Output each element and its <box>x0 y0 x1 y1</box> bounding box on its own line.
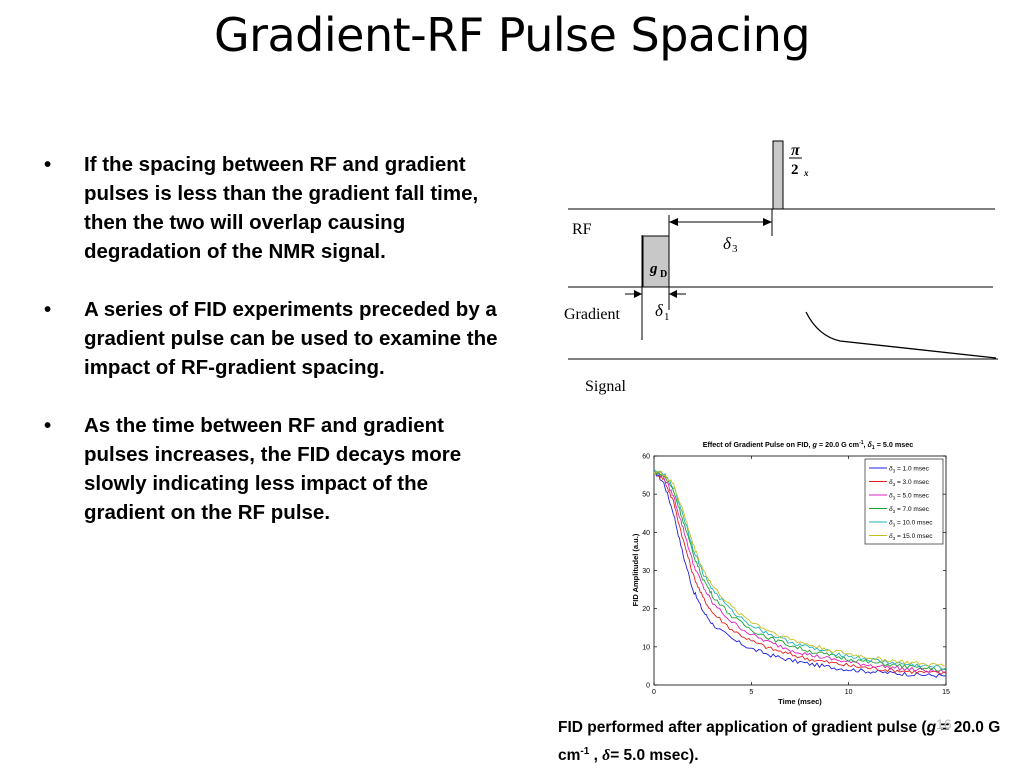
legend-entry: δ3 = 5.0 msec <box>889 493 930 501</box>
y-tick-label: 60 <box>642 454 650 461</box>
rf-label: RF <box>572 221 592 238</box>
y-tick-label: 20 <box>642 606 650 613</box>
bullet-dot: • <box>44 298 52 321</box>
legend-entry: δ3 = 3.0 msec <box>889 479 930 487</box>
bullet-item: • As the time between RF and gradient pu… <box>44 411 514 527</box>
pulse-sequence-diagram: RF Gradient Signal π 2 x g D δ 3 δ 1 <box>564 140 998 395</box>
axis-ticks: 0 5 10 15 0 10 20 30 40 50 60 <box>642 454 950 697</box>
x-axis-label: Time (msec) <box>778 697 822 706</box>
pulse-fraction-numerator: π <box>791 142 801 159</box>
slide-title: Gradient-RF Pulse Spacing <box>213 8 811 62</box>
pulse-fraction-denominator: 2 <box>791 162 799 178</box>
x-tick-label: 10 <box>845 689 853 696</box>
fid-signal-curve <box>805 311 997 359</box>
gradient-symbol: g <box>649 261 658 277</box>
series-line <box>653 469 947 670</box>
y-tick-label: 50 <box>642 492 650 499</box>
chart-legend: δ3 = 1.0 msec δ3 = 3.0 msec δ3 = 5.0 msec δ… <box>864 458 944 545</box>
series-line <box>653 470 947 675</box>
y-tick-label: 10 <box>642 644 650 651</box>
chart-title: Effect of Gradient Pulse on FID, g = 20.… <box>703 440 914 451</box>
legend-entry: δ3 = 10.0 msec <box>889 520 933 528</box>
series-lines <box>653 469 947 678</box>
bullet-dot: • <box>44 153 52 176</box>
delta3-arrowhead-right <box>763 218 772 226</box>
delta1-subscript: 1 <box>664 311 670 323</box>
rf-pulse <box>772 140 784 210</box>
signal-label: Signal <box>585 378 626 395</box>
bullet-text: As the time between RF and gradient puls… <box>84 414 462 524</box>
y-tick-label: 40 <box>642 530 650 537</box>
page-number: 16 <box>936 716 952 732</box>
gradient-pulse <box>642 235 670 288</box>
x-tick-label: 15 <box>942 689 950 696</box>
bullet-item: • If the spacing between RF and gradient… <box>44 150 514 266</box>
y-axis-label: FID Amplitudel (a.u.) <box>631 533 640 606</box>
delta3-symbol: δ <box>723 234 732 253</box>
bullet-dot: • <box>44 414 52 437</box>
delta3-arrowhead-left <box>669 218 678 226</box>
bullet-text: A series of FID experiments preceded by … <box>84 298 498 379</box>
x-tick-label: 0 <box>652 689 656 696</box>
bullet-item: • A series of FID experiments preceded b… <box>44 295 514 382</box>
gradient-subscript: D <box>660 269 667 280</box>
fid-chart: Effect of Gradient Pulse on FID, g = 20.… <box>631 440 950 706</box>
pulse-phase: x <box>803 168 809 178</box>
figure-caption: FID performed after application of gradi… <box>558 719 1001 765</box>
legend-entry: δ3 = 15.0 msec <box>889 533 933 541</box>
delta1-arrowhead-right <box>669 290 677 298</box>
delta1-arrowhead-left <box>634 290 642 298</box>
legend-entry: δ3 = 1.0 msec <box>889 466 930 474</box>
bullet-list: • If the spacing between RF and gradient… <box>44 150 514 556</box>
delta3-subscript: 3 <box>732 243 738 255</box>
delta1-symbol: δ <box>655 301 664 320</box>
y-tick-label: 0 <box>646 683 650 690</box>
series-line <box>653 470 947 667</box>
gradient-label: Gradient <box>564 306 621 323</box>
y-tick-label: 30 <box>642 568 650 575</box>
legend-box <box>864 458 944 545</box>
legend-entry: δ3 = 7.0 msec <box>889 506 930 514</box>
x-tick-label: 5 <box>749 689 753 696</box>
series-line <box>653 469 947 678</box>
series-line <box>653 470 947 672</box>
bullet-text: If the spacing between RF and gradient p… <box>84 153 479 263</box>
series-line <box>653 470 947 674</box>
